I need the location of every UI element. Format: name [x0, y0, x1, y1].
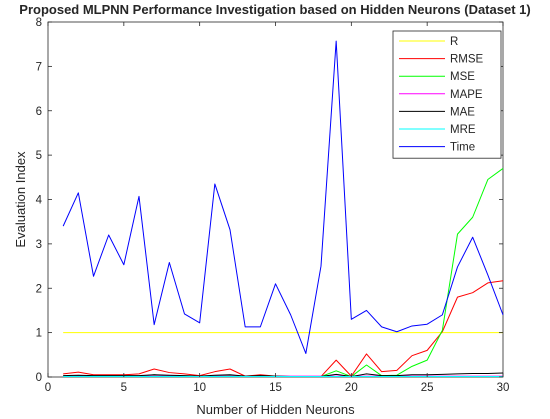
y-tick-label: 7: [36, 61, 42, 73]
x-tick-label: 0: [45, 382, 51, 394]
y-tick-label: 6: [36, 106, 42, 118]
legend-label: Time: [450, 142, 475, 154]
x-tick-label: 10: [193, 382, 206, 394]
y-tick-label: 1: [36, 328, 42, 340]
series-layer: [62, 40, 504, 378]
series-line-time: [62, 40, 504, 354]
y-tick-label: 8: [36, 17, 42, 29]
x-tick-label: 25: [421, 382, 434, 394]
x-tick-label: 15: [269, 382, 282, 394]
y-tick-label: 5: [36, 150, 42, 162]
legend-label: MRE: [450, 124, 476, 136]
x-tick-label: 5: [121, 382, 127, 394]
x-tick-label: 20: [345, 382, 358, 394]
chart-title: Proposed MLPNN Performance Investigation…: [19, 2, 530, 17]
y-tick-label: 4: [36, 195, 43, 207]
legend-box: [392, 30, 502, 159]
legend-label: R: [450, 36, 458, 48]
legend-label: MAPE: [450, 89, 483, 101]
legend-label: MAE: [450, 106, 475, 118]
legend-label: RMSE: [450, 54, 484, 66]
legend: R RMSE MSE MAPE MAE MRE Time: [392, 30, 502, 159]
y-tick-label: 2: [36, 283, 42, 295]
x-tick-label: 30: [497, 382, 510, 394]
y-tick-label: 0: [36, 372, 42, 384]
y-tick-label: 3: [36, 239, 42, 251]
y-axis-label: Evaluation Index: [13, 151, 28, 248]
axis-ticks: 0 5 10 15 20 25 30 0 1 2 3 4 5 6 7 8: [36, 17, 510, 394]
x-axis-label: Number of Hidden Neurons: [196, 402, 355, 417]
legend-label: MSE: [450, 71, 475, 83]
